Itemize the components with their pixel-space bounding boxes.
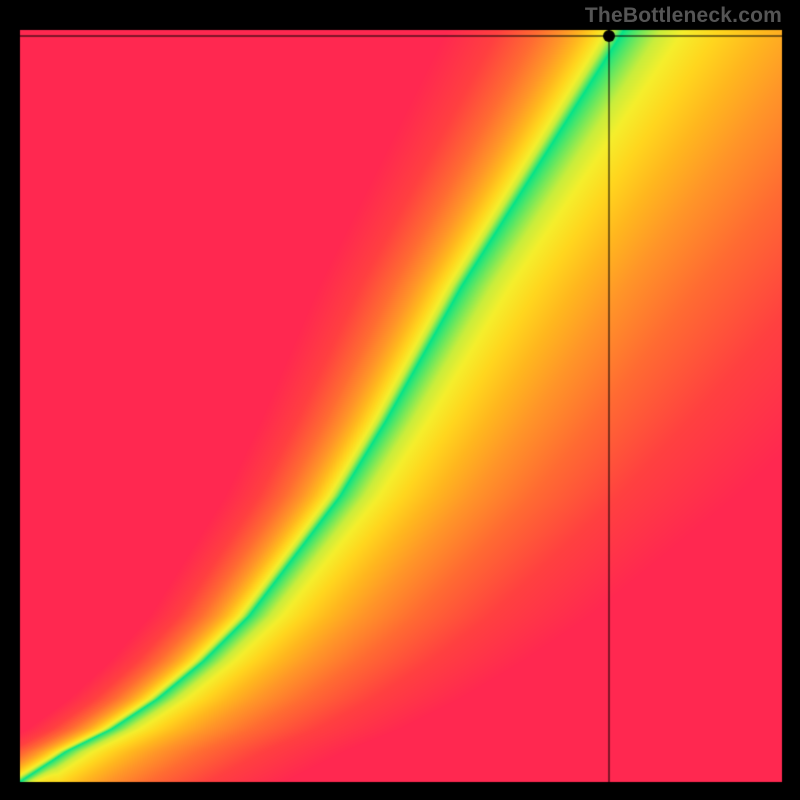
bottleneck-heatmap bbox=[0, 0, 800, 800]
watermark-text: TheBottleneck.com bbox=[585, 4, 782, 28]
